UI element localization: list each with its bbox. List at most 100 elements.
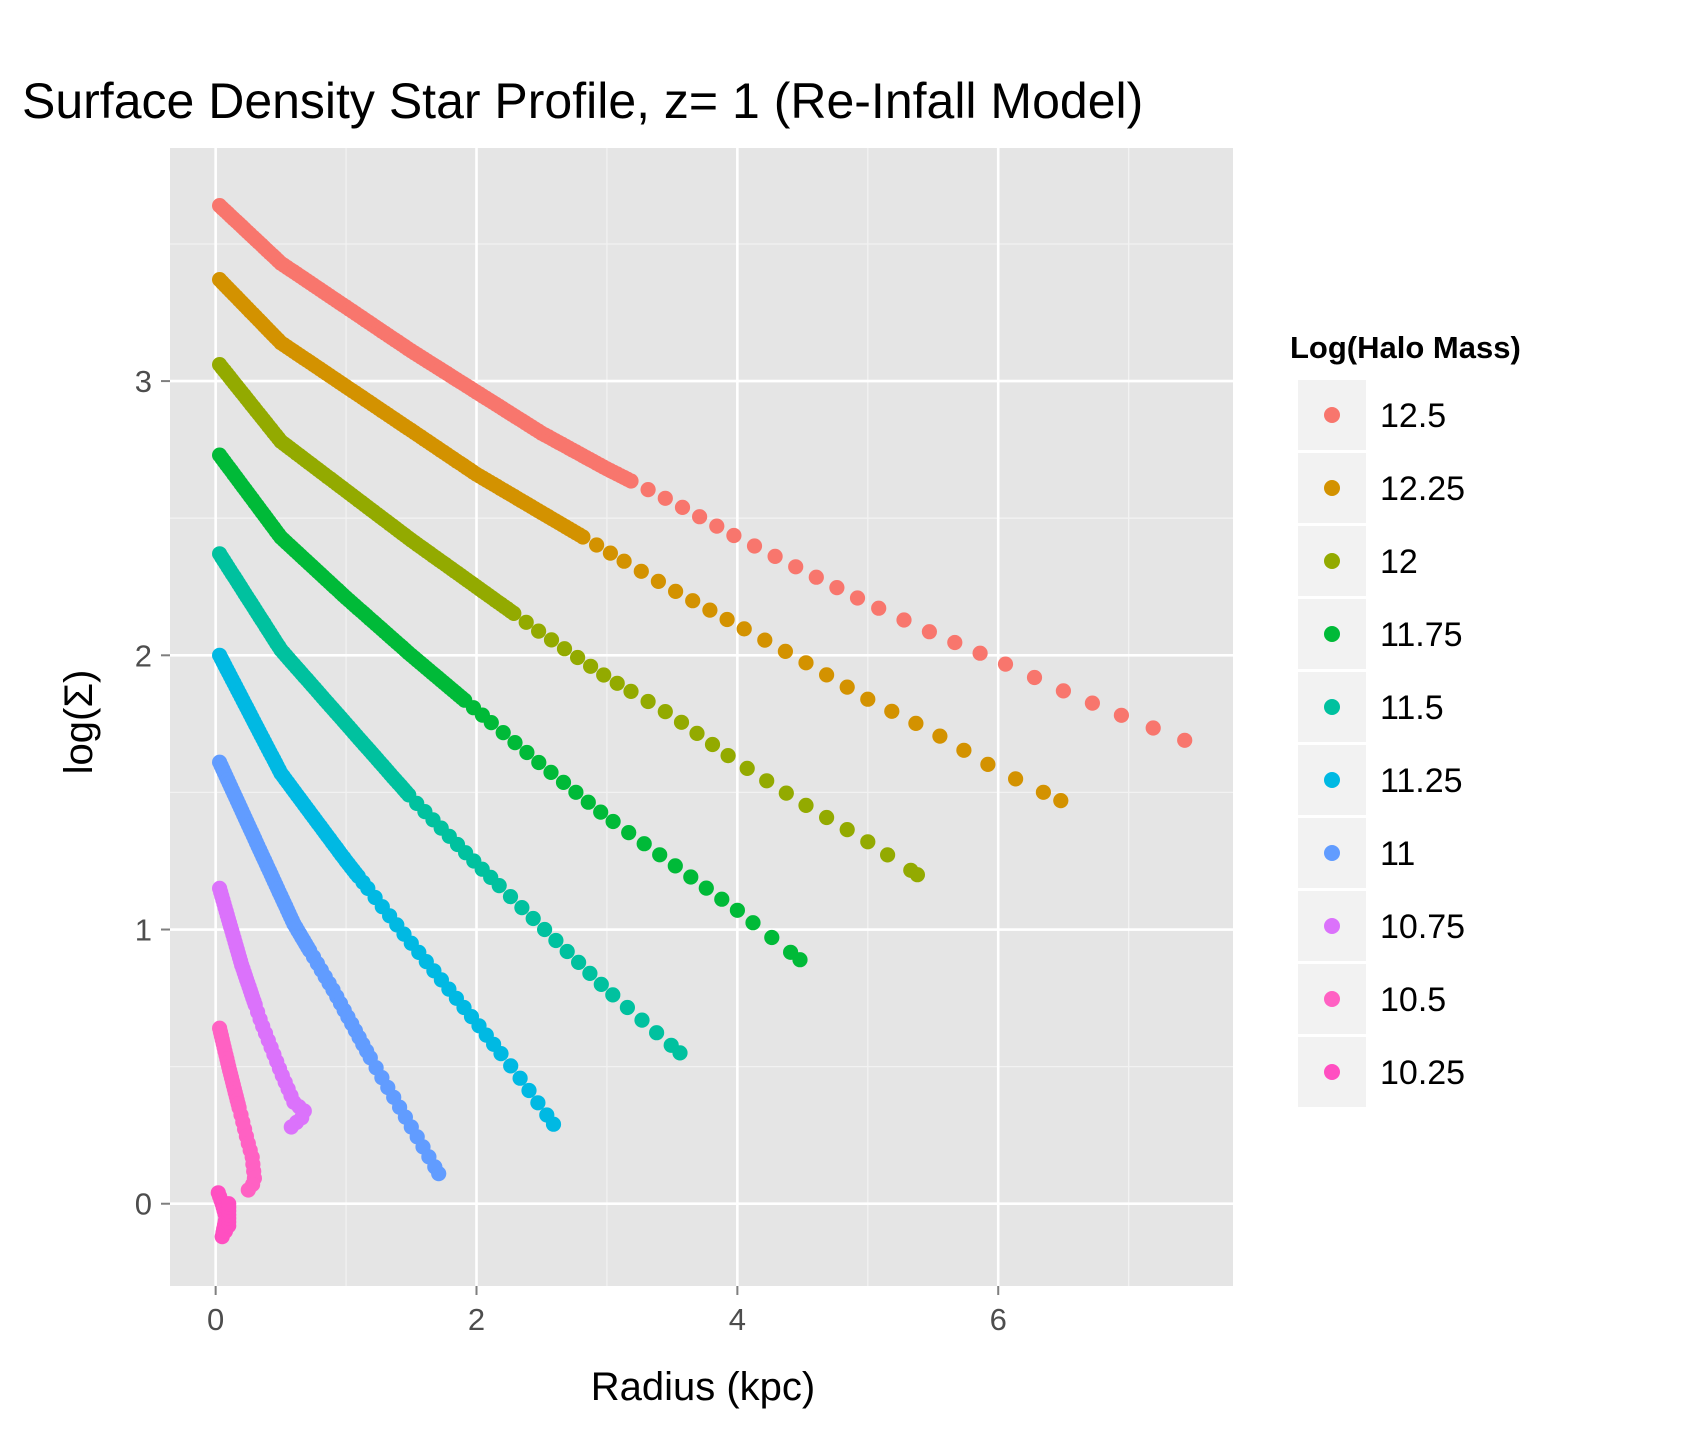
x-tick-label: 6 bbox=[990, 1302, 1007, 1337]
data-point bbox=[921, 624, 938, 640]
legend-label: 12.25 bbox=[1380, 470, 1465, 508]
data-point bbox=[709, 518, 725, 534]
data-point bbox=[640, 693, 656, 710]
data-point bbox=[571, 954, 587, 971]
data-point bbox=[871, 600, 887, 616]
data-point bbox=[519, 744, 535, 761]
data-point bbox=[777, 643, 794, 660]
data-point bbox=[431, 1166, 447, 1182]
data-point bbox=[657, 490, 673, 506]
data-point bbox=[808, 569, 824, 585]
legend-swatch-12 bbox=[1324, 553, 1340, 569]
data-point bbox=[736, 621, 752, 637]
data-point bbox=[636, 836, 652, 852]
series-10.75 bbox=[212, 880, 312, 1135]
legend-swatch-11.25 bbox=[1324, 772, 1340, 788]
data-point bbox=[521, 1082, 537, 1099]
data-point bbox=[649, 1025, 665, 1041]
data-point bbox=[634, 1012, 650, 1028]
data-point bbox=[502, 889, 519, 905]
chart-title: Surface Density Star Profile, z= 1 (Re-I… bbox=[22, 73, 1143, 129]
data-point bbox=[1008, 771, 1024, 787]
data-point bbox=[589, 537, 605, 553]
y-tick-label: 0 bbox=[135, 1187, 152, 1222]
legend-title: Log(Halo Mass) bbox=[1290, 330, 1521, 365]
legend-label: 11.75 bbox=[1380, 616, 1463, 654]
data-point bbox=[531, 623, 547, 639]
data-point bbox=[674, 499, 691, 515]
data-point bbox=[543, 632, 560, 648]
data-point bbox=[493, 1046, 509, 1062]
data-point bbox=[739, 760, 755, 777]
y-tick-label: 2 bbox=[135, 638, 152, 673]
data-point bbox=[788, 559, 804, 575]
data-point bbox=[798, 655, 814, 671]
data-point bbox=[719, 611, 735, 628]
data-point bbox=[909, 867, 926, 883]
data-point bbox=[283, 1119, 299, 1135]
data-point bbox=[997, 656, 1014, 672]
data-point bbox=[702, 602, 718, 618]
series-10.25 bbox=[210, 1185, 237, 1245]
data-point bbox=[714, 891, 730, 907]
x-axis-label: Radius (kpc) bbox=[591, 1365, 816, 1409]
data-point bbox=[764, 929, 780, 946]
series-11.75 bbox=[212, 447, 808, 968]
plot-panel bbox=[170, 148, 1233, 1286]
legend-swatch-10.75 bbox=[1324, 918, 1340, 934]
data-point bbox=[746, 538, 763, 554]
legend-swatch-10.25 bbox=[1324, 1064, 1340, 1080]
data-point bbox=[778, 785, 794, 801]
data-point bbox=[860, 691, 876, 707]
legend-swatch-11.5 bbox=[1324, 699, 1340, 715]
data-point bbox=[543, 764, 559, 781]
data-point bbox=[932, 728, 948, 744]
legend-label: 11.25 bbox=[1380, 762, 1463, 800]
data-point bbox=[525, 910, 541, 927]
data-point bbox=[829, 580, 845, 596]
data-point bbox=[672, 1045, 688, 1061]
data-point bbox=[698, 880, 714, 896]
data-point bbox=[633, 563, 649, 579]
data-point bbox=[798, 797, 814, 814]
data-point bbox=[512, 1070, 528, 1086]
data-point bbox=[692, 509, 708, 525]
x-tick-label: 2 bbox=[468, 1302, 485, 1337]
data-point bbox=[605, 813, 621, 830]
data-point bbox=[623, 683, 639, 700]
y-tick-label: 1 bbox=[135, 913, 152, 948]
data-point bbox=[483, 715, 499, 731]
data-point bbox=[556, 641, 573, 657]
data-point bbox=[555, 774, 572, 791]
data-point bbox=[650, 573, 667, 590]
data-point bbox=[956, 742, 972, 758]
x-tick-label: 0 bbox=[207, 1302, 224, 1337]
data-point bbox=[623, 473, 639, 489]
data-point bbox=[839, 822, 855, 838]
data-point bbox=[819, 667, 835, 683]
data-point bbox=[839, 679, 855, 695]
y-axis-label: log(Σ) bbox=[57, 670, 101, 775]
data-point bbox=[1145, 720, 1161, 736]
data-point bbox=[568, 784, 584, 800]
data-point bbox=[575, 529, 591, 545]
data-point bbox=[507, 735, 523, 751]
series-12.25 bbox=[212, 272, 1069, 809]
series-11.25 bbox=[212, 647, 562, 1132]
data-point bbox=[759, 773, 775, 789]
data-point bbox=[503, 1058, 519, 1074]
data-point bbox=[593, 976, 609, 993]
data-point bbox=[1026, 669, 1043, 686]
data-point bbox=[616, 553, 632, 569]
data-point bbox=[947, 634, 963, 651]
series-11 bbox=[212, 754, 447, 1182]
legend-label: 11.5 bbox=[1380, 689, 1444, 727]
data-point bbox=[1035, 784, 1051, 800]
series-12 bbox=[212, 357, 926, 883]
data-point bbox=[621, 825, 637, 841]
data-point bbox=[1177, 732, 1193, 748]
data-point bbox=[495, 725, 511, 741]
legend-label: 12.5 bbox=[1380, 397, 1446, 435]
data-point bbox=[726, 527, 742, 544]
